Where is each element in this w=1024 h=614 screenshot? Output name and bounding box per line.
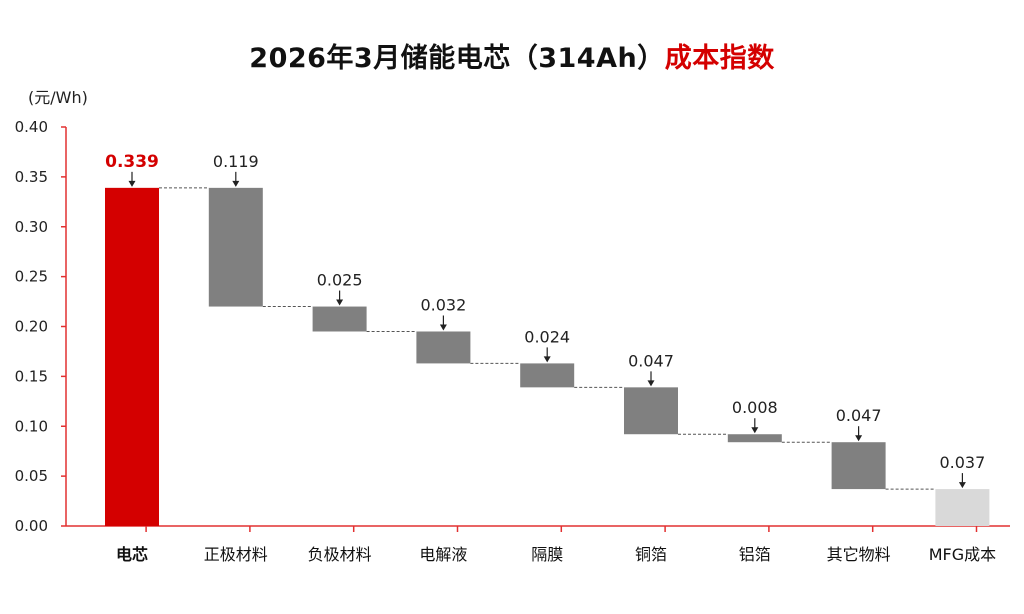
y-tick-label: 0.20	[15, 318, 48, 336]
y-axis-unit-label: (元/Wh)	[28, 88, 88, 107]
arrow-head	[855, 435, 863, 442]
arrow-head	[336, 299, 344, 306]
data-label: 0.037	[939, 453, 985, 472]
x-category-label: 电解液	[419, 545, 467, 564]
x-category-label: 铜箔	[635, 545, 667, 564]
arrow-head	[751, 427, 759, 434]
arrow-head	[647, 380, 655, 387]
y-tick-label: 0.00	[15, 517, 48, 535]
bar	[312, 306, 367, 332]
bar	[208, 187, 263, 307]
data-label: 0.047	[628, 351, 674, 370]
bar	[831, 442, 886, 490]
data-label: 0.024	[524, 327, 570, 346]
y-tick-label: 0.25	[15, 268, 48, 286]
y-tick-label: 0.15	[15, 367, 48, 385]
arrow-head	[232, 180, 240, 187]
data-label: 0.032	[420, 295, 466, 314]
y-tick-label: 0.10	[15, 417, 48, 435]
chart-title-highlight: 成本指数	[664, 43, 775, 74]
y-tick-label: 0.35	[15, 168, 48, 186]
arrow-head	[958, 482, 966, 489]
data-label: 0.008	[732, 398, 778, 417]
arrow-head	[439, 324, 447, 331]
data-label: 0.025	[317, 271, 363, 290]
bar	[935, 489, 990, 526]
bar	[727, 434, 782, 443]
data-label: 0.119	[213, 152, 259, 171]
data-label: 0.047	[836, 406, 882, 425]
y-tick-label: 0.05	[15, 467, 48, 485]
bar	[624, 387, 678, 435]
x-category-label: MFG成本	[929, 545, 996, 564]
x-category-label: 电芯	[116, 545, 148, 564]
x-category-label: 其它物料	[827, 545, 891, 564]
y-tick-label: 0.40	[15, 118, 48, 136]
x-category-label: 铝箔	[739, 545, 771, 564]
arrow-head	[128, 180, 136, 187]
x-category-label: 负极材料	[308, 545, 372, 564]
bar	[105, 187, 159, 526]
chart-title: 2026年3月储能电芯（314Ah）成本指数	[0, 36, 1024, 75]
bar	[520, 363, 575, 388]
arrow-head	[543, 356, 551, 363]
chart-title-main: 2026年3月储能电芯（314Ah）	[249, 43, 665, 74]
y-tick-label: 0.30	[15, 218, 48, 236]
x-category-label: 隔膜	[531, 545, 563, 564]
bar	[416, 331, 471, 364]
data-label: 0.339	[105, 152, 159, 172]
x-category-label: 正极材料	[204, 545, 268, 564]
